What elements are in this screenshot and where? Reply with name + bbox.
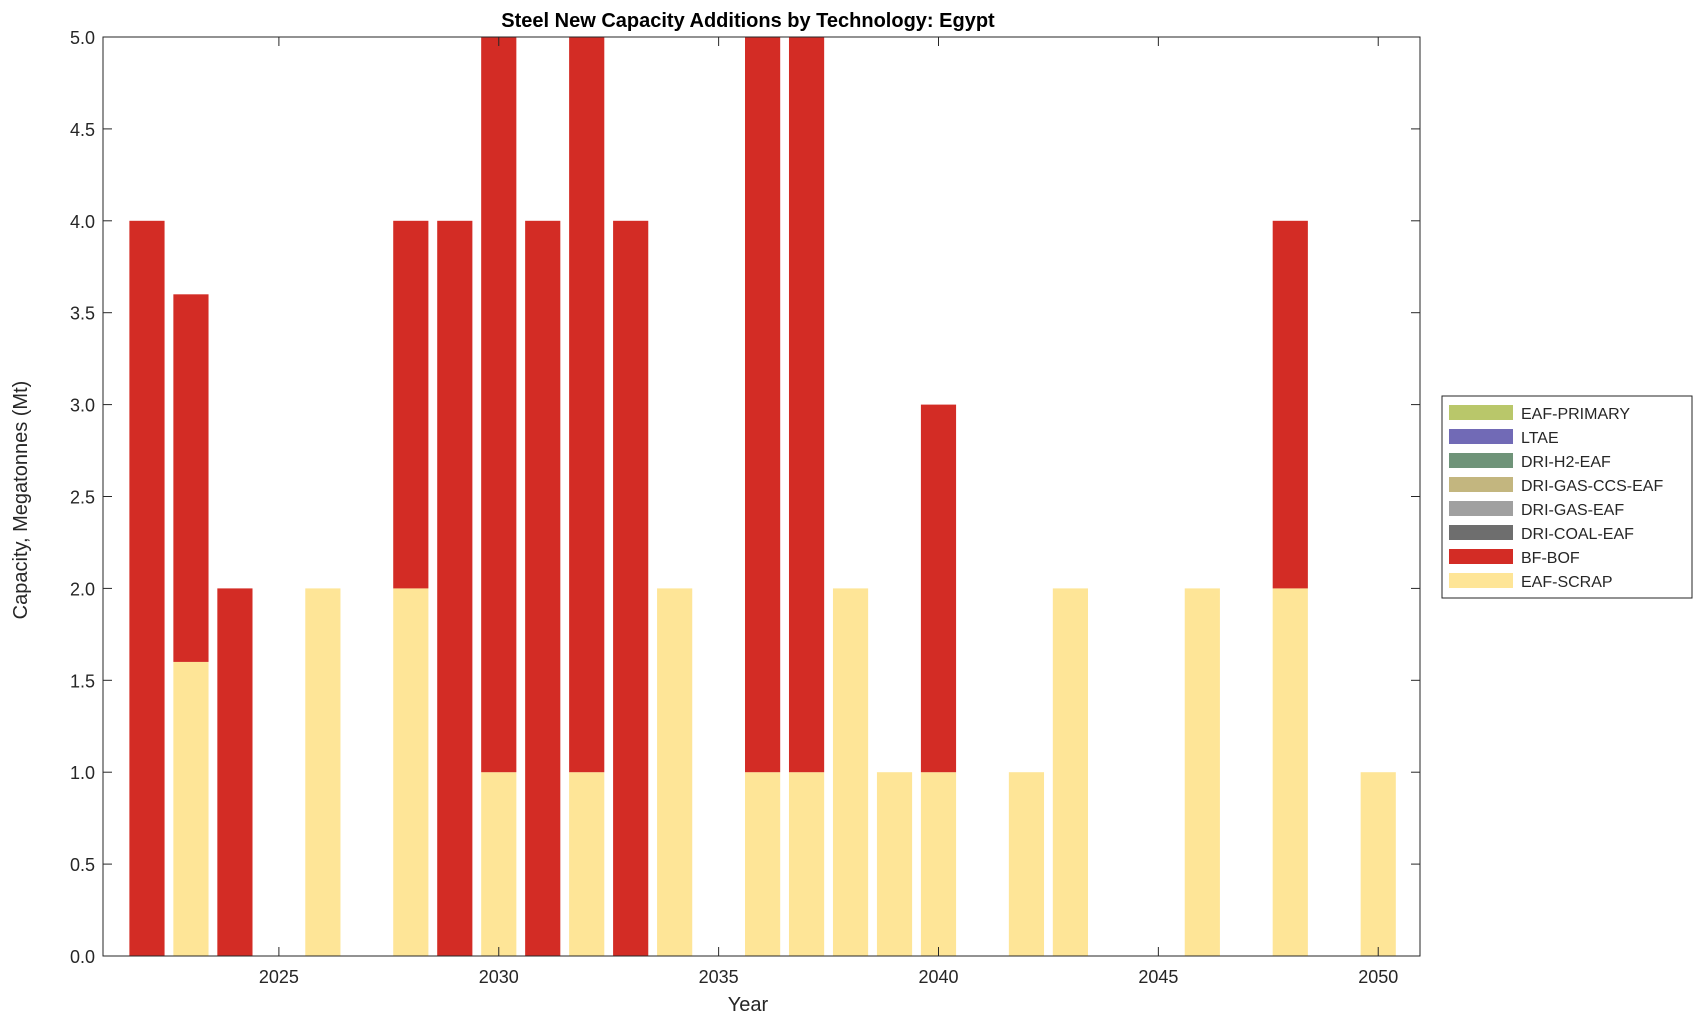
y-tick-label: 2.0 [70, 579, 95, 599]
y-tick-label: 1.0 [70, 763, 95, 783]
y-tick-label: 3.0 [70, 396, 95, 416]
bar-bf-bof-2022 [129, 220, 165, 957]
bar-eaf-scrap-2038 [832, 588, 869, 956]
y-tick-label: 0.5 [70, 855, 95, 875]
bar-bf-bof-2028 [393, 220, 429, 589]
bar-bf-bof-2040 [920, 404, 957, 773]
bar-eaf-scrap-2036 [745, 772, 781, 956]
bar-eaf-scrap-2034 [657, 588, 693, 956]
legend-swatch-dri-gas-eaf [1449, 501, 1513, 516]
y-tick-label: 2.5 [70, 488, 95, 508]
bar-eaf-scrap-2042 [1008, 772, 1045, 956]
plot-area: 0.0 0.5 1.0 1.5 2.0 2.5 3.0 3.5 4.0 4.5 5.0 2025 203… [70, 28, 1421, 987]
bar-eaf-scrap-2032 [569, 772, 605, 956]
y-axis-label: Capacity, Megatonnes (Mt) [10, 381, 32, 620]
legend-label-dri-gas-ccs-eaf: DRI-GAS-CCS-EAF [1521, 478, 1663, 495]
bar-bf-bof-2029 [437, 220, 473, 957]
bar-bf-bof-2023 [173, 294, 209, 662]
y-tick-label: 1.5 [70, 671, 95, 691]
bar-bf-bof-2037 [788, 37, 825, 773]
x-tick-label: 2025 [259, 967, 299, 987]
bar-eaf-scrap-2030 [481, 772, 517, 956]
bar-eaf-scrap-2048 [1272, 588, 1308, 956]
x-tick-label: 2035 [699, 967, 739, 987]
x-tick-label: 2040 [918, 967, 958, 987]
x-axis-label: Year [728, 994, 769, 1016]
bar-bf-bof-2031 [525, 220, 561, 957]
legend-label-eaf-primary: EAF-PRIMARY [1521, 406, 1630, 423]
bar-eaf-scrap-2026 [305, 588, 341, 956]
bar-bf-bof-2032 [569, 37, 605, 773]
legend-label-dri-coal-eaf: DRI-COAL-EAF [1521, 526, 1634, 543]
legend-swatch-dri-h2-eaf [1449, 453, 1513, 468]
y-tick-label: 3.5 [70, 304, 95, 324]
legend-box [1441, 395, 1693, 599]
legend-label-eaf-scrap: EAF-SCRAP [1521, 574, 1613, 591]
legend-swatch-dri-coal-eaf [1449, 525, 1513, 540]
legend-label-dri-h2-eaf: DRI-H2-EAF [1521, 454, 1611, 471]
legend-swatch-eaf-scrap [1449, 573, 1513, 588]
x-tick-label: 2050 [1358, 967, 1398, 987]
y-tick-label: 4.5 [70, 120, 95, 140]
bar-eaf-scrap-2050 [1360, 772, 1396, 956]
legend-label-ltae: LTAE [1521, 430, 1559, 447]
bar-eaf-scrap-2023 [173, 661, 209, 956]
bar-bf-bof-2036 [745, 37, 781, 773]
y-tick-label: 0.0 [70, 947, 95, 967]
bar-eaf-scrap-2046 [1184, 588, 1220, 956]
y-tick-label: 4.0 [70, 212, 95, 232]
legend-swatch-dri-gas-ccs-eaf [1449, 477, 1513, 492]
bar-eaf-scrap-2040 [920, 772, 957, 956]
bar-eaf-scrap-2043 [1052, 588, 1088, 956]
legend-swatch-eaf-primary [1449, 405, 1513, 420]
bar-bf-bof-2048 [1272, 220, 1308, 589]
bar-bf-bof-2030 [481, 37, 517, 773]
legend-label-bf-bof: BF-BOF [1521, 550, 1580, 567]
legend: EAF-PRIMARY LTAE DRI-H2-EAF DRI-GAS-CCS-EAF… [1441, 395, 1693, 599]
y-tick-label: 5.0 [70, 28, 95, 48]
chart-title: Steel New Capacity Additions by Technolo… [501, 10, 995, 32]
legend-swatch-bf-bof [1449, 549, 1513, 564]
bar-eaf-scrap-2039 [876, 772, 913, 956]
bar-eaf-scrap-2028 [393, 588, 429, 956]
legend-swatch-ltae [1449, 429, 1513, 444]
x-tick-label: 2030 [479, 967, 519, 987]
bar-eaf-scrap-2037 [788, 772, 825, 956]
bar-bf-bof-2033 [613, 220, 649, 957]
x-tick-label: 2045 [1138, 967, 1178, 987]
bar-bf-bof-2024 [217, 588, 253, 956]
legend-label-dri-gas-eaf: DRI-GAS-EAF [1521, 502, 1624, 519]
